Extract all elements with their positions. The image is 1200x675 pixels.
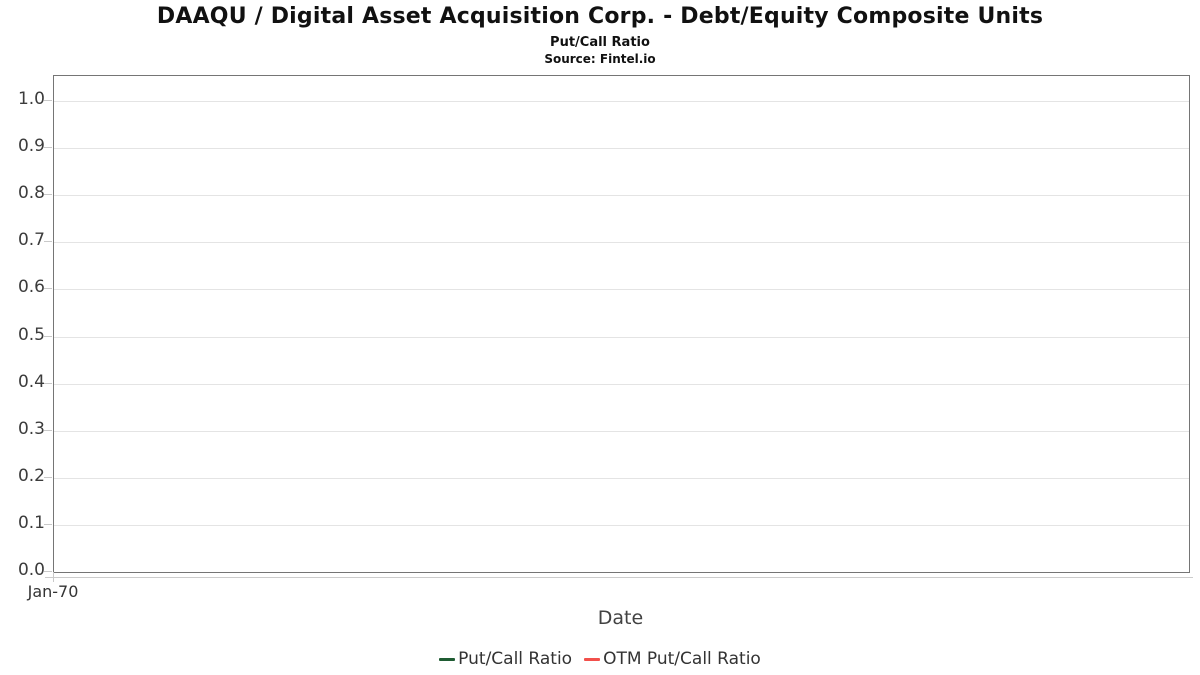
gridline — [54, 195, 1189, 197]
y-tick — [44, 288, 52, 290]
y-tick-label: 1.0 — [17, 89, 45, 110]
plot-area — [53, 75, 1190, 573]
y-tick-label: 0.9 — [17, 136, 45, 157]
chart-source-credit: Source: Fintel.io — [544, 52, 656, 66]
x-axis-line — [45, 577, 1193, 578]
gridline — [54, 148, 1189, 150]
legend-item[interactable]: OTM Put/Call Ratio — [584, 649, 761, 669]
x-axis-title: Date — [597, 607, 644, 629]
y-tick-label: 0.8 — [17, 183, 45, 204]
gridline — [54, 383, 1189, 385]
gridline — [54, 430, 1189, 432]
y-tick — [44, 523, 52, 525]
y-tick — [44, 100, 52, 101]
y-tick — [44, 194, 52, 196]
legend-label: Put/Call Ratio — [458, 649, 573, 669]
legend: Put/Call Ratio OTM Put/Call Ratio — [0, 646, 1200, 672]
y-tick-label: 0.7 — [17, 230, 45, 251]
y-tick-label: 0.5 — [17, 324, 45, 345]
gridline — [54, 242, 1189, 244]
gridline — [54, 524, 1189, 526]
x-tick-label: Jan-70 — [27, 582, 79, 601]
legend-item[interactable]: Put/Call Ratio — [439, 649, 572, 669]
y-tick-label: 0.1 — [17, 513, 45, 534]
legend-label: OTM Put/Call Ratio — [603, 649, 761, 669]
legend-line-swatch — [439, 657, 456, 661]
y-tick-label: 0.2 — [17, 465, 45, 486]
y-tick — [44, 476, 52, 478]
y-tick — [44, 382, 52, 384]
x-axis-tick — [53, 572, 54, 582]
gridline — [54, 289, 1189, 291]
gridline — [54, 477, 1189, 479]
y-tick — [44, 241, 52, 243]
y-tick — [44, 147, 52, 149]
gridline — [54, 336, 1189, 338]
y-tick — [44, 429, 52, 431]
y-tick-label: 0.0 — [17, 560, 45, 581]
y-tick-label: 0.6 — [17, 277, 45, 298]
y-tick — [44, 335, 52, 337]
y-tick-label: 0.4 — [17, 371, 45, 392]
y-tick — [44, 571, 52, 572]
chart-title: DAAQU / Digital Asset Acquisition Corp. … — [156, 4, 1044, 29]
y-tick-label: 0.3 — [17, 418, 45, 439]
chart-subtitle: Put/Call Ratio — [550, 35, 650, 50]
legend-line-swatch — [584, 657, 601, 661]
gridline — [54, 101, 1189, 102]
